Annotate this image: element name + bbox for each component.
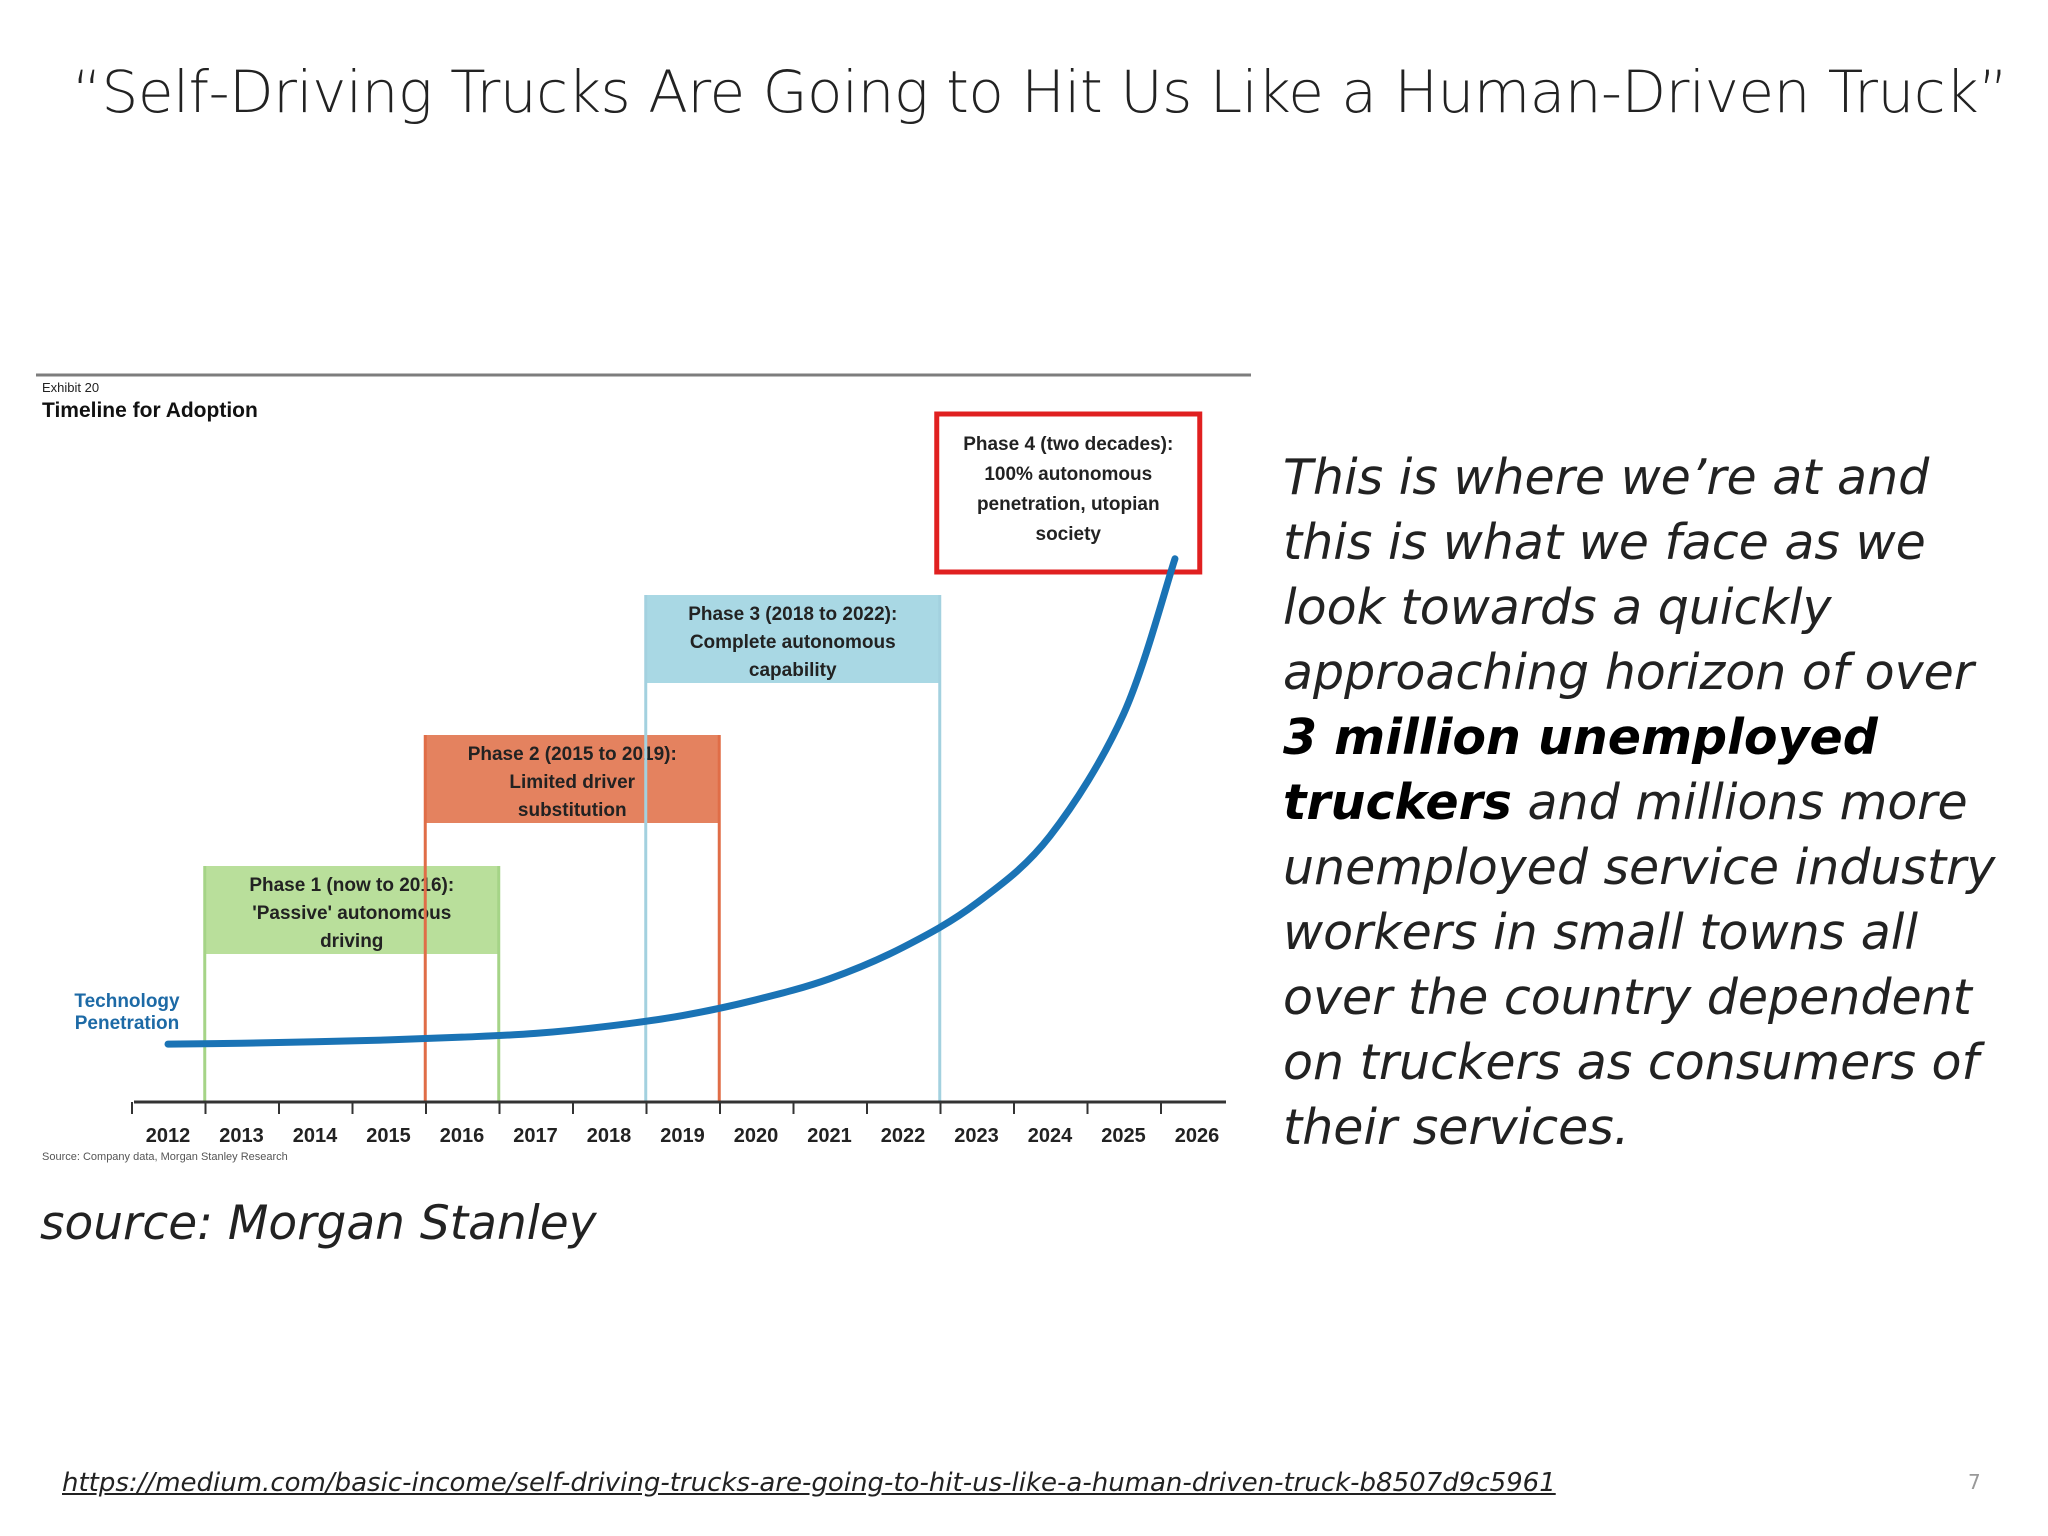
chart-exhibit-label: Exhibit 20 <box>42 380 99 395</box>
phase-3-label-line: Complete autonomous <box>690 632 896 653</box>
phase-1-label-line: 'Passive' autonomous <box>252 903 451 924</box>
chart-source-note: Source: Company data, Morgan Stanley Res… <box>42 1151 288 1163</box>
phase-4-label-line: penetration, utopian <box>977 494 1160 515</box>
series-line-technology-penetration <box>164 555 1179 1048</box>
x-tick-label: 2026 <box>1175 1125 1220 1147</box>
x-tick-label: 2024 <box>1028 1125 1073 1147</box>
x-tick-label: 2020 <box>734 1125 779 1147</box>
x-tick-label: 2021 <box>807 1125 852 1147</box>
body-text-before: This is where we’re at and this is what … <box>1283 449 1974 701</box>
x-axis: 2012 2013 2014 2015 2016 2017 2018 2019 2020 2021… <box>131 1100 1226 1147</box>
timeline-chart: Exhibit 20 Timeline for Adoption Phase 1… <box>36 370 1256 1170</box>
series-label-line: Penetration <box>75 1013 180 1034</box>
phase-1: Phase 1 (now to 2016): 'Passive' autonomo… <box>203 866 501 1102</box>
phase-3-label-line: Phase 3 (2018 to 2022): <box>688 604 897 625</box>
body-text-emphasis: 3 million unemployed truckers <box>1283 709 1878 831</box>
phase-2-label-line: substitution <box>518 800 627 821</box>
page-number: 7 <box>1968 1470 1981 1494</box>
x-tick-label: 2013 <box>219 1125 264 1147</box>
phase-1-box <box>204 866 499 954</box>
x-tick-label: 2023 <box>954 1125 999 1147</box>
phase-1-label-line: driving <box>320 931 383 952</box>
series-label: Technology Penetration <box>74 991 180 1034</box>
phase-4-box <box>934 411 1203 575</box>
x-tick-label: 2018 <box>587 1125 632 1147</box>
phase-2-label-line: Limited driver <box>509 772 635 793</box>
body-text: This is where we’re at and this is what … <box>1283 445 2013 1160</box>
phase-2: Phase 2 (2015 to 2019): Limited driver sub… <box>423 735 721 1102</box>
timeline-figure: Exhibit 20 Timeline for Adoption Phase 1… <box>36 370 1256 1170</box>
chart-title: Timeline for Adoption <box>42 399 258 422</box>
phase-4-label-line: society <box>1036 524 1102 545</box>
source-caption: source: Morgan Stanley <box>40 1196 597 1251</box>
series-label-line: Technology <box>74 991 180 1012</box>
x-tick-label: 2015 <box>366 1125 411 1147</box>
phase-3: Phase 3 (2018 to 2022): Complete autonomo… <box>644 595 942 1102</box>
x-tick-label: 2014 <box>293 1125 338 1147</box>
phase-4-label-line: Phase 4 (two decades): <box>963 434 1173 455</box>
body-text-after: and millions more unemployed service ind… <box>1283 774 1996 1156</box>
phase-2-label-line: Phase 2 (2015 to 2019): <box>468 744 677 765</box>
x-tick-label: 2022 <box>881 1125 926 1147</box>
x-tick-label: 2019 <box>660 1125 705 1147</box>
x-tick-label: 2012 <box>146 1125 191 1147</box>
x-tick-label: 2016 <box>440 1125 485 1147</box>
phase-3-label-line: capability <box>749 660 837 681</box>
phase-3-box <box>645 595 940 683</box>
phase-boxes: Phase 1 (now to 2016): 'Passive' autonomo… <box>203 411 1203 1102</box>
slide-title: “Self-Driving Trucks Are Going to Hit Us… <box>72 58 2008 126</box>
x-tick-label: 2025 <box>1101 1125 1146 1147</box>
article-link[interactable]: https://medium.com/basic-income/self-dri… <box>62 1468 1556 1498</box>
plot-area <box>164 555 1179 1048</box>
x-tick-label: 2017 <box>513 1125 558 1147</box>
phase-4-label-line: 100% autonomous <box>984 464 1152 485</box>
phase-1-label-line: Phase 1 (now to 2016): <box>249 875 454 896</box>
phase-2-box <box>425 735 720 823</box>
phase-4: Phase 4 (two decades): 100% autonomous pen… <box>934 411 1203 575</box>
